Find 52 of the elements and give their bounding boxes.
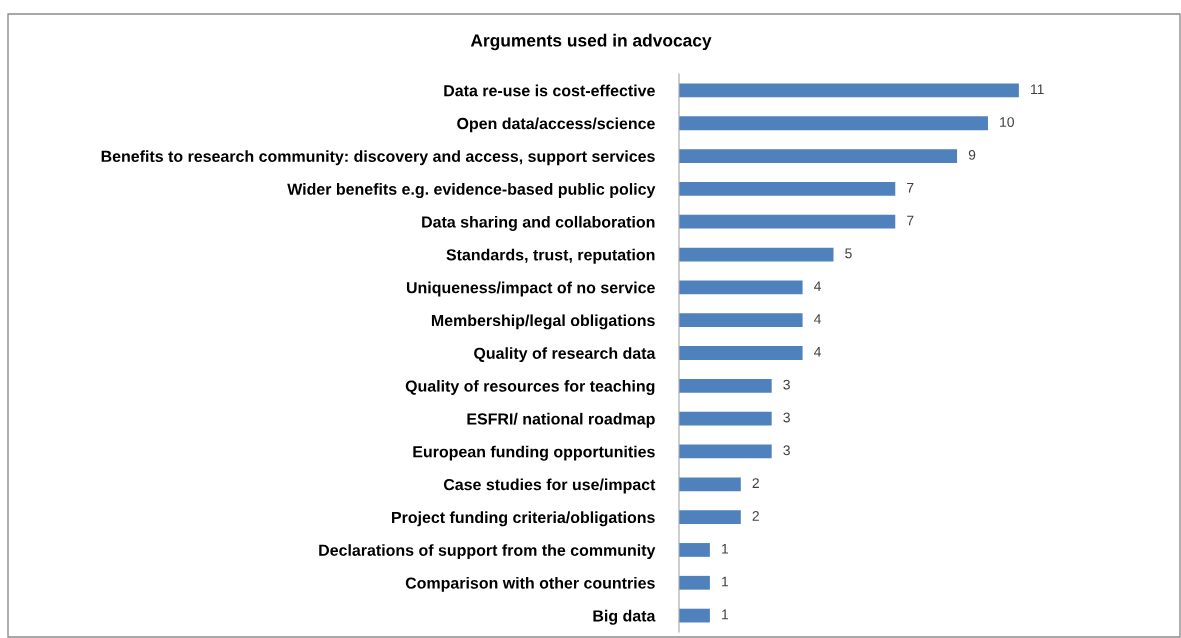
- y-tick-label: Wider benefits e.g. evidence-based public policy: [287, 183, 656, 199]
- y-tick-label: Project funding criteria/obligations: [392, 511, 655, 527]
- data-label: 1: [722, 543, 729, 554]
- bar: [679, 477, 741, 492]
- bar: [679, 83, 1019, 98]
- bar: [679, 543, 710, 557]
- data-label: 4: [814, 314, 822, 324]
- bar: [679, 247, 834, 262]
- data-label: 5: [845, 248, 852, 259]
- y-tick-label: Case studies for use/impact: [443, 478, 656, 494]
- bar: [679, 280, 803, 295]
- y-tick-label: Quality of resources for teaching: [405, 380, 655, 395]
- data-label: 2: [752, 478, 759, 488]
- y-tick-label: Benefits to research community: discovery and access, support services: [101, 150, 655, 166]
- bar: [679, 378, 772, 393]
- bar: [679, 575, 710, 590]
- y-tick-label: Uniqueness/impact of no service: [406, 281, 655, 297]
- y-tick-label: Data sharing and collaboration: [422, 215, 655, 231]
- data-label: 3: [783, 412, 790, 423]
- bar: [679, 411, 772, 426]
- data-label: 3: [783, 379, 790, 390]
- y-tick-label: Membership/legal obligations: [431, 314, 655, 330]
- data-label: 1: [722, 609, 729, 620]
- data-label: 3: [783, 445, 790, 456]
- data-label: 10: [1000, 117, 1014, 127]
- data-label: 7: [907, 182, 914, 193]
- bar: [679, 346, 803, 360]
- bar: [679, 313, 803, 328]
- y-tick-label: Big data: [593, 609, 656, 625]
- bar: [679, 149, 958, 163]
- y-tick-label: Standards, trust, reputation: [446, 248, 655, 264]
- y-tick-label: Open data/access/science: [457, 117, 655, 133]
- y-tick-label: Data re-use is cost-effective: [444, 84, 655, 97]
- y-tick-label: Comparison with other countries: [405, 576, 655, 592]
- y-tick-label: Declarations of support from the community: [319, 544, 656, 560]
- data-label: 7: [907, 215, 914, 226]
- y-tick-label: Quality of research data: [474, 347, 656, 363]
- data-label: 4: [814, 347, 822, 357]
- y-tick-label: European funding opportunities: [413, 445, 655, 461]
- data-label: 2: [752, 511, 759, 521]
- bar: [679, 214, 896, 229]
- data-label: 11: [1031, 84, 1044, 94]
- bar: [679, 608, 710, 623]
- bar: [679, 116, 988, 131]
- data-label: 1: [722, 576, 729, 587]
- bar: [679, 444, 772, 459]
- bar: [679, 181, 896, 196]
- data-label: 4: [814, 281, 822, 291]
- bar: [679, 510, 741, 525]
- chart-title: Arguments used in advocacy: [470, 33, 712, 51]
- y-tick-label: ESFRI/ national roadmap: [467, 412, 655, 428]
- data-label: 9: [968, 149, 976, 160]
